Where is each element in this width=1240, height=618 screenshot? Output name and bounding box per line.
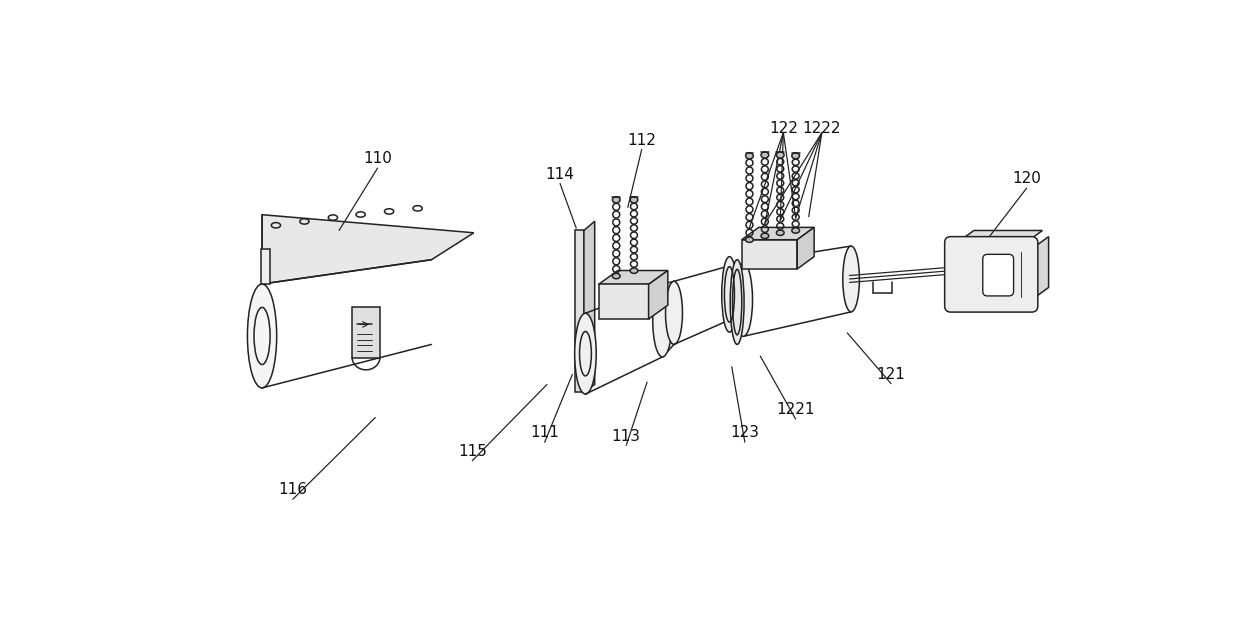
- FancyBboxPatch shape: [945, 237, 1038, 312]
- Ellipse shape: [630, 197, 637, 203]
- Ellipse shape: [761, 233, 769, 239]
- Polygon shape: [742, 240, 797, 269]
- Ellipse shape: [630, 268, 637, 273]
- Text: 116: 116: [278, 483, 308, 497]
- Text: 115: 115: [458, 444, 486, 459]
- Text: 1221: 1221: [776, 402, 815, 417]
- Ellipse shape: [776, 230, 784, 235]
- Ellipse shape: [761, 152, 769, 158]
- Ellipse shape: [745, 237, 754, 242]
- Text: 113: 113: [611, 428, 641, 444]
- FancyBboxPatch shape: [983, 255, 1013, 296]
- Polygon shape: [584, 221, 595, 392]
- Text: 111: 111: [531, 425, 559, 441]
- Ellipse shape: [730, 260, 744, 344]
- Polygon shape: [352, 307, 379, 358]
- Polygon shape: [1032, 237, 1049, 300]
- Polygon shape: [599, 271, 668, 284]
- Ellipse shape: [652, 284, 672, 357]
- Text: 1222: 1222: [802, 121, 841, 135]
- Ellipse shape: [792, 228, 800, 233]
- Text: 110: 110: [363, 151, 392, 166]
- Text: 120: 120: [1012, 171, 1042, 187]
- Text: 114: 114: [546, 167, 574, 182]
- Ellipse shape: [574, 313, 596, 394]
- Ellipse shape: [666, 281, 682, 344]
- Ellipse shape: [776, 152, 784, 158]
- Text: 121: 121: [877, 367, 905, 382]
- Ellipse shape: [248, 284, 277, 388]
- Ellipse shape: [843, 246, 859, 312]
- Ellipse shape: [745, 153, 754, 159]
- Polygon shape: [649, 271, 668, 319]
- Polygon shape: [262, 214, 474, 284]
- Ellipse shape: [613, 197, 620, 203]
- Polygon shape: [574, 231, 584, 392]
- Ellipse shape: [734, 263, 753, 336]
- Text: 112: 112: [627, 133, 656, 148]
- Ellipse shape: [613, 273, 620, 279]
- Ellipse shape: [722, 256, 737, 332]
- Polygon shape: [599, 284, 649, 319]
- Ellipse shape: [792, 153, 800, 159]
- Polygon shape: [742, 227, 815, 240]
- Polygon shape: [797, 227, 815, 269]
- Text: 122: 122: [769, 121, 797, 135]
- Ellipse shape: [724, 265, 739, 319]
- Text: 123: 123: [730, 425, 759, 441]
- Polygon shape: [260, 249, 270, 284]
- Polygon shape: [957, 231, 1043, 243]
